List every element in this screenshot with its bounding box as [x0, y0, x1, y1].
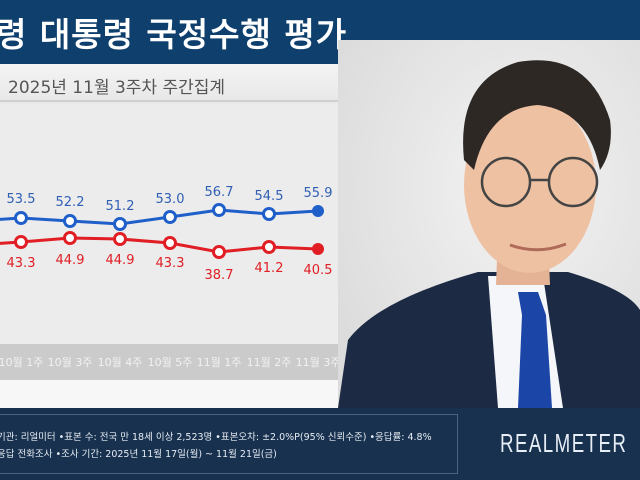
- negative-value-labels: 43.3 44.9 44.9 43.3 38.7 41.2 40.5: [7, 253, 333, 283]
- portrait-photo: [338, 40, 640, 408]
- x-tick-label: 10월 1주: [0, 356, 44, 369]
- line-chart: 53.5 52.2 51.2 53.0 56.7 54.5 55.9 43.3 …: [0, 185, 333, 283]
- value-label: 43.3: [156, 256, 185, 271]
- value-label: 52.2: [56, 195, 85, 210]
- value-label: 40.5: [304, 263, 333, 278]
- negative-markers: [14, 231, 324, 259]
- subtitle: 2025년 11월 3주차 주간집계: [8, 78, 226, 98]
- positive-line: [0, 208, 319, 226]
- footer: [0, 408, 640, 480]
- value-label: 44.9: [106, 253, 135, 268]
- value-label: 53.5: [7, 192, 36, 207]
- title-bar: 령 대통령 국정수행 평가: [0, 0, 640, 64]
- x-tick-label: 10월 4주: [97, 356, 143, 369]
- x-tick-label: 11월 1주: [196, 356, 242, 369]
- positive-markers: [14, 203, 324, 231]
- realmeter-logo: REALMETER: [500, 428, 628, 458]
- value-label: 51.2: [106, 199, 135, 214]
- survey-info-line-1: 기관: 리얼미터 •표본 수: 전국 만 18세 이상 2,523명 •표본오차…: [0, 432, 432, 443]
- value-label: 38.7: [205, 268, 234, 283]
- value-label: 56.7: [205, 185, 234, 200]
- value-label: 41.2: [255, 261, 284, 276]
- positive-value-labels: 53.5 52.2 51.2 53.0 56.7 54.5 55.9: [7, 185, 333, 214]
- value-label: 44.9: [56, 253, 85, 268]
- page-title: 령 대통령 국정수행 평가: [0, 15, 348, 54]
- value-label: 55.9: [304, 186, 333, 201]
- value-label: 43.3: [7, 256, 36, 271]
- survey-info-box: 기관: 리얼미터 •표본 수: 전국 만 18세 이상 2,523명 •표본오차…: [0, 414, 458, 474]
- x-tick-label: 11월 3주: [295, 356, 341, 369]
- negative-line: [0, 236, 319, 254]
- x-tick-label: 10월 3주: [47, 356, 93, 369]
- survey-info-line-2: 응답 전화조사 •조사 기간: 2025년 11월 17일(월) ~ 11월 2…: [0, 449, 277, 460]
- value-label: 54.5: [255, 189, 284, 204]
- portrait-illustration: [338, 40, 640, 408]
- x-tick-label: 11월 2주: [246, 356, 292, 369]
- x-tick-label: 10월 5주: [147, 356, 193, 369]
- value-label: 53.0: [156, 192, 185, 207]
